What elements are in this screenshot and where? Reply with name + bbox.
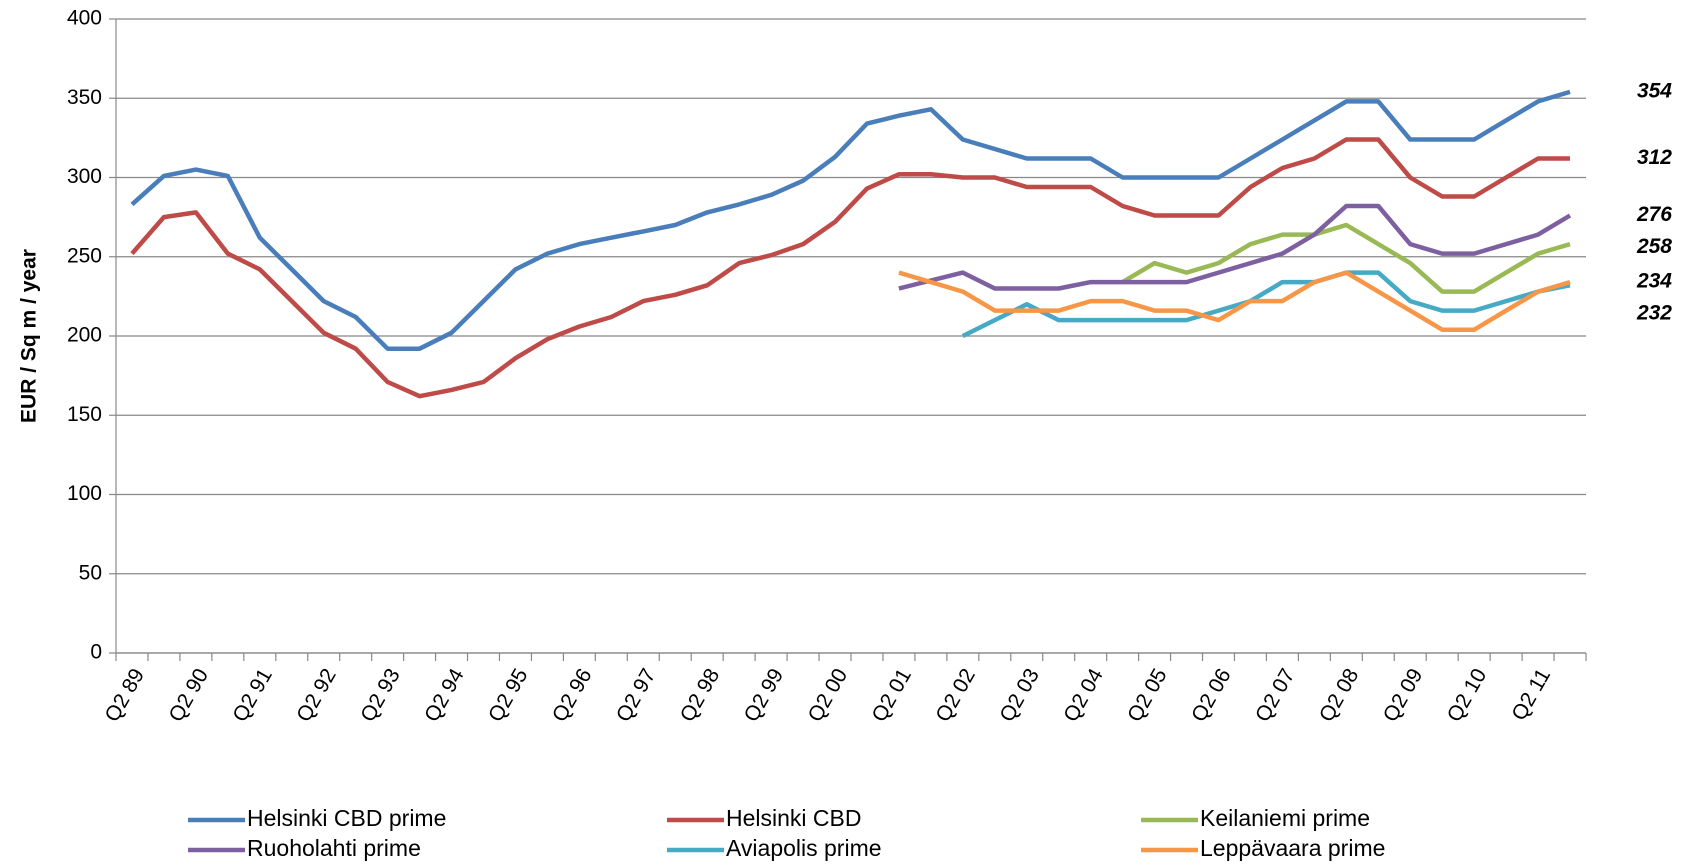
legend-label: Aviapolis prime: [726, 835, 882, 861]
y-tick-label: 250: [67, 244, 102, 267]
y-axis-title: EUR / Sq m / year: [18, 249, 41, 423]
legend-label: Leppävaara prime: [1200, 835, 1385, 861]
x-tick-label: Q2 04: [1059, 665, 1108, 726]
x-tick-label: Q2 95: [484, 665, 533, 726]
x-tick-label: Q2 96: [548, 665, 597, 726]
series-line: [961, 270, 1571, 339]
x-tick-label: Q2 00: [804, 665, 853, 726]
y-tick-label: 0: [90, 641, 102, 664]
x-tick-label: Q2 94: [420, 665, 469, 726]
x-tick-label: Q2 02: [931, 665, 980, 726]
x-tick-label: Q2 11: [1507, 665, 1555, 725]
series-line: [130, 89, 1571, 351]
y-tick-label: 150: [67, 403, 102, 426]
x-tick-label: Q2 97: [612, 665, 661, 726]
y-tick-label: 50: [79, 561, 102, 584]
x-tick-label: Q2 90: [164, 665, 213, 726]
x-tick-label: Q2 01: [868, 665, 917, 726]
series-line: [898, 270, 1571, 332]
x-tick-label: Q2 06: [1187, 665, 1236, 726]
x-tick-label: Q2 99: [740, 665, 789, 726]
series-line: [1121, 222, 1571, 294]
x-tick-label: Q2 10: [1443, 665, 1492, 726]
x-tick-label: Q2 05: [1123, 665, 1172, 726]
end-label: 232: [1636, 302, 1672, 325]
legend-label: Helsinki CBD prime: [247, 805, 446, 831]
legend-label: Keilaniemi prime: [1200, 805, 1370, 831]
legend-label: Helsinki CBD: [726, 805, 861, 831]
y-tick-label: 100: [67, 482, 102, 505]
legend-label: Ruoholahti prime: [247, 835, 421, 861]
end-label: 276: [1636, 203, 1672, 226]
y-tick-label: 200: [67, 324, 102, 347]
y-tick-label: 300: [67, 165, 102, 188]
y-tick-label: 350: [67, 86, 102, 109]
y-tick-label: 400: [67, 7, 102, 30]
end-label: 258: [1636, 235, 1672, 258]
end-label: 312: [1637, 146, 1672, 169]
x-tick-label: Q2 03: [995, 665, 1044, 726]
x-tick-label: Q2 09: [1379, 665, 1428, 726]
x-tick-label: Q2 98: [676, 665, 725, 726]
series-line: [898, 203, 1572, 291]
series-line: [130, 137, 1570, 399]
x-tick-label: Q2 08: [1315, 665, 1364, 726]
x-tick-label: Q2 89: [101, 665, 150, 726]
x-tick-label: Q2 91: [228, 665, 277, 726]
x-tick-label: Q2 93: [356, 665, 405, 726]
x-tick-label: Q2 07: [1251, 665, 1300, 726]
end-label: 234: [1636, 270, 1672, 293]
x-tick-label: Q2 92: [292, 665, 341, 726]
end-label: 354: [1637, 79, 1672, 102]
